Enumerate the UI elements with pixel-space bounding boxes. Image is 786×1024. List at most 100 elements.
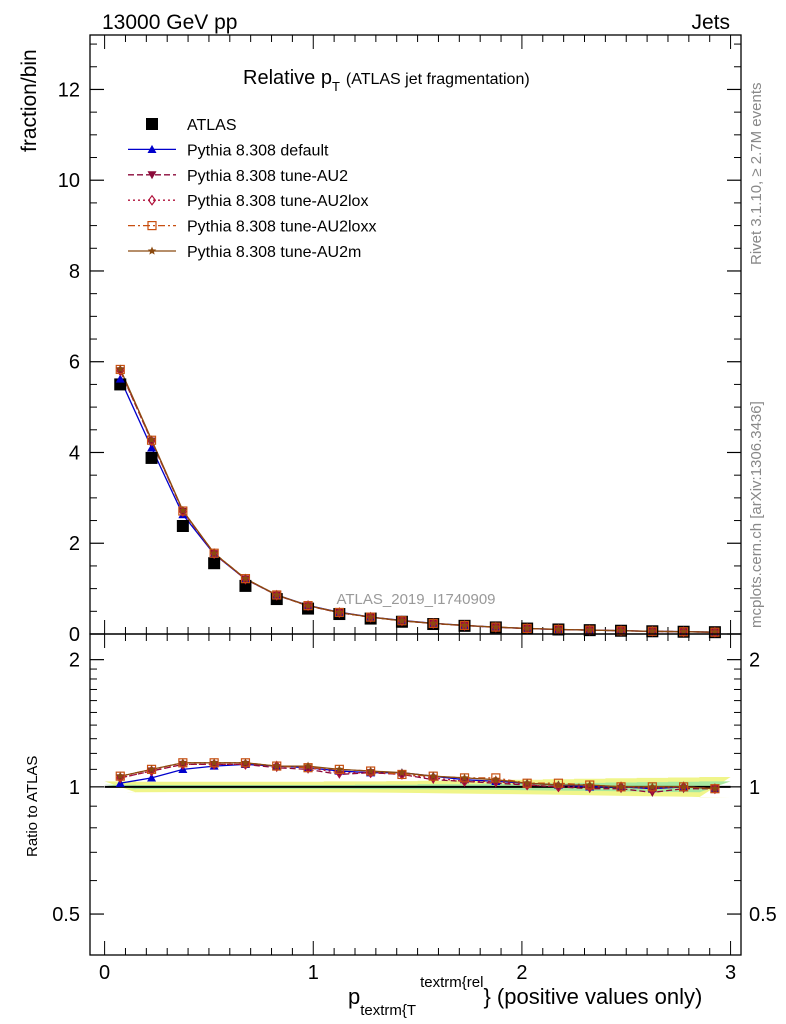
ratio-data-point xyxy=(491,773,501,783)
ratio-data-point xyxy=(648,782,657,791)
ratio-xtick-label: 3 xyxy=(725,962,736,984)
main-data-point xyxy=(648,626,657,635)
legend: ATLAS Pythia 8.308 default Pythia 8.308 tu… xyxy=(128,117,376,261)
ratio-data-point xyxy=(460,773,469,782)
ratio-xlabel: ptextrm{Ttextrm{rel} (positive values on… xyxy=(348,974,702,1019)
ratio-xtick-label: 2 xyxy=(516,962,527,984)
ratio-data-point xyxy=(553,778,564,788)
legend-entry: Pythia 8.308 tune-AU2m xyxy=(128,244,361,261)
main-data-point xyxy=(585,625,595,634)
main-ytick-label: 8 xyxy=(69,261,80,283)
ratio-xtick-label: 1 xyxy=(308,962,319,984)
legend-entry: ATLAS xyxy=(146,117,237,134)
main-data-point xyxy=(679,627,688,636)
legend-label: Pythia 8.308 tune-AU2m xyxy=(187,244,361,261)
main-ytick-label: 4 xyxy=(69,442,80,464)
main-data-point xyxy=(209,548,219,557)
ratio-data-point xyxy=(335,767,344,779)
main-data-point xyxy=(616,626,626,635)
main-data-point xyxy=(397,616,407,625)
main-ytick-label: 0 xyxy=(69,624,80,646)
ratio-data-point xyxy=(428,771,438,780)
main-data-point xyxy=(115,364,125,373)
main-data-point xyxy=(115,374,125,383)
legend-entry: Pythia 8.308 tune-AU2 xyxy=(128,168,348,185)
legend-entry: Pythia 8.308 default xyxy=(128,142,329,159)
ratio-data-point xyxy=(554,780,563,789)
ratio-data-point xyxy=(303,765,313,774)
main-data-point xyxy=(460,620,469,630)
ratio-ytick-label-right: 2 xyxy=(749,650,760,672)
ratio-data-point xyxy=(147,773,157,782)
ratio-data-point xyxy=(272,761,282,770)
legend-label: Pythia 8.308 tune-AU2loxx xyxy=(187,219,376,236)
main-data-point xyxy=(366,612,375,621)
ratio-ytick-label: 0.5 xyxy=(52,904,80,926)
legend-entry: Pythia 8.308 tune-AU2loxx xyxy=(128,219,376,236)
main-ytick-label: 6 xyxy=(69,352,80,374)
ratio-data-point xyxy=(115,771,125,780)
ratio-data-point xyxy=(491,775,501,784)
ratio-ylabel: Ratio to ATLAS xyxy=(24,756,41,857)
main-data-point xyxy=(147,443,157,452)
main-ytick-label: 12 xyxy=(58,79,80,101)
main-data-point xyxy=(178,506,188,515)
ratio-data-point xyxy=(303,761,313,770)
legend-marker xyxy=(147,194,157,206)
main-data-point xyxy=(554,624,563,634)
main-data-point xyxy=(522,623,532,633)
ratio-data-point xyxy=(679,782,688,791)
rivet-label: Rivet 3.1.10, ≥ 2.7M events xyxy=(748,83,765,266)
legend-marker xyxy=(147,144,157,153)
main-data-point xyxy=(208,557,221,570)
main-data-point xyxy=(272,590,282,599)
ratio-ytick-label-right: 0.5 xyxy=(749,904,777,926)
legend-label: Pythia 8.308 tune-AU2 xyxy=(187,168,348,185)
main-panel: 0 2 4 6 8 10 12 xyxy=(58,34,742,646)
legend-label: ATLAS xyxy=(187,117,237,134)
ratio-series-line xyxy=(120,763,715,790)
ratio-panel: 0.5 0.5 1 1 2 2 0 1 2 3 xyxy=(52,633,777,984)
main-ytick-label: 2 xyxy=(69,533,80,555)
ratio-data-point xyxy=(616,782,626,791)
main-data-point xyxy=(145,451,158,464)
source-label: mcplots.cern.ch [arXiv:1306.3436] xyxy=(748,401,765,628)
legend-marker xyxy=(147,221,157,231)
main-data-point xyxy=(491,622,501,631)
ratio-xtick-label: 0 xyxy=(99,962,110,984)
ratio-data-point xyxy=(522,778,532,787)
ratio-data-point xyxy=(209,758,219,767)
ratio-data-point xyxy=(710,784,720,793)
main-data-point xyxy=(335,607,344,617)
ratio-data-point xyxy=(585,780,595,789)
main-data-point xyxy=(241,574,250,583)
legend-entry: Pythia 8.308 tune-AU2lox xyxy=(128,193,368,210)
chart-title: Relative pT (ATLAS jet fragmentation) xyxy=(243,67,530,94)
ratio-frame xyxy=(89,633,742,956)
main-ytick-label: 10 xyxy=(58,170,80,192)
main-data-point xyxy=(176,519,189,532)
legend-marker xyxy=(147,171,157,180)
legend-label: Pythia 8.308 default xyxy=(187,142,329,159)
header-right: Jets xyxy=(691,11,730,34)
ratio-series-line xyxy=(120,762,715,790)
ratio-data-point xyxy=(241,758,250,767)
header-left: 13000 GeV pp xyxy=(102,11,237,34)
ratio-data-point xyxy=(335,764,344,773)
legend-marker xyxy=(147,246,157,255)
ratio-ytick-label-right: 1 xyxy=(749,777,760,799)
legend-label: Pythia 8.308 tune-AU2lox xyxy=(187,193,368,210)
ratio-data-point xyxy=(178,758,188,767)
main-data-point xyxy=(428,618,438,628)
ratio-data-point xyxy=(147,764,156,773)
ratio-data-point xyxy=(366,766,375,775)
main-data-point xyxy=(147,435,156,444)
analysis-watermark: ATLAS_2019_I1740909 xyxy=(336,591,495,608)
legend-marker xyxy=(146,118,158,130)
ratio-ytick-label: 1 xyxy=(69,777,80,799)
main-data-point xyxy=(303,601,313,610)
ratio-ytick-label: 2 xyxy=(69,650,80,672)
ratio-data-point xyxy=(397,768,407,777)
main-ylabel: fraction/bin xyxy=(18,49,41,152)
